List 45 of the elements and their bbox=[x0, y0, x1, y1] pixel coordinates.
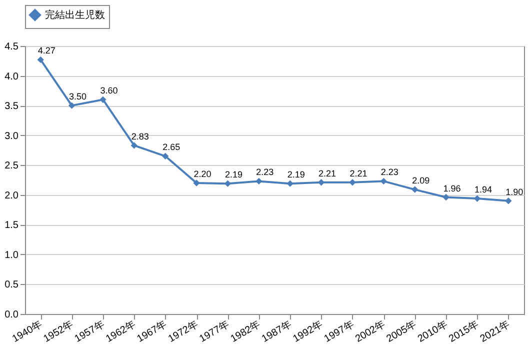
point bbox=[162, 152, 169, 160]
data-label: 2.20 bbox=[194, 168, 212, 179]
point bbox=[380, 178, 388, 185]
point bbox=[474, 195, 481, 202]
point bbox=[349, 179, 356, 186]
data-label: 2.19 bbox=[287, 170, 305, 180]
data-label: 2.21 bbox=[350, 168, 368, 178]
y-tick-label: 4.5 bbox=[4, 42, 19, 52]
point bbox=[100, 96, 106, 103]
y-tick-label: 0.5 bbox=[4, 280, 19, 291]
data-label: 2.21 bbox=[318, 168, 336, 178]
data-label: 2.19 bbox=[224, 170, 242, 180]
y-tick-label: 2.5 bbox=[4, 160, 19, 172]
y-tick-label: 3.0 bbox=[4, 130, 19, 142]
point bbox=[130, 142, 138, 149]
point bbox=[286, 180, 294, 187]
y-tick-label: 1.5 bbox=[4, 220, 19, 232]
data-label: 2.65 bbox=[162, 142, 180, 152]
data-label: 2.23 bbox=[256, 167, 274, 178]
point bbox=[256, 178, 262, 185]
point bbox=[193, 180, 200, 186]
point bbox=[505, 197, 512, 204]
data-label: 3.60 bbox=[100, 86, 118, 96]
y-tick-label: 0.0 bbox=[4, 310, 19, 320]
point bbox=[37, 56, 44, 64]
point bbox=[68, 102, 76, 109]
y-tick-label: 2.0 bbox=[4, 190, 19, 202]
data-label: 1.90 bbox=[506, 186, 524, 197]
legend-label: 完結出生児数 bbox=[45, 9, 105, 21]
point bbox=[442, 194, 450, 201]
data-label: 1.94 bbox=[474, 184, 492, 194]
data-label: 4.27 bbox=[38, 46, 56, 56]
y-tick-label: 1.0 bbox=[4, 250, 19, 261]
point bbox=[411, 186, 418, 193]
x-tick-label: 1997年 bbox=[322, 318, 356, 345]
data-label: 3.50 bbox=[69, 92, 87, 102]
data-label: 2.09 bbox=[412, 176, 430, 186]
x-tick-label: 1957年 bbox=[72, 318, 106, 345]
y-tick-label: 4.0 bbox=[4, 71, 19, 82]
point bbox=[318, 179, 325, 186]
data-label: 2.83 bbox=[131, 131, 149, 142]
point bbox=[224, 180, 232, 187]
data-label: 1.96 bbox=[443, 183, 461, 194]
data-label: 2.23 bbox=[380, 167, 398, 178]
y-tick-label: 3.5 bbox=[4, 101, 19, 112]
